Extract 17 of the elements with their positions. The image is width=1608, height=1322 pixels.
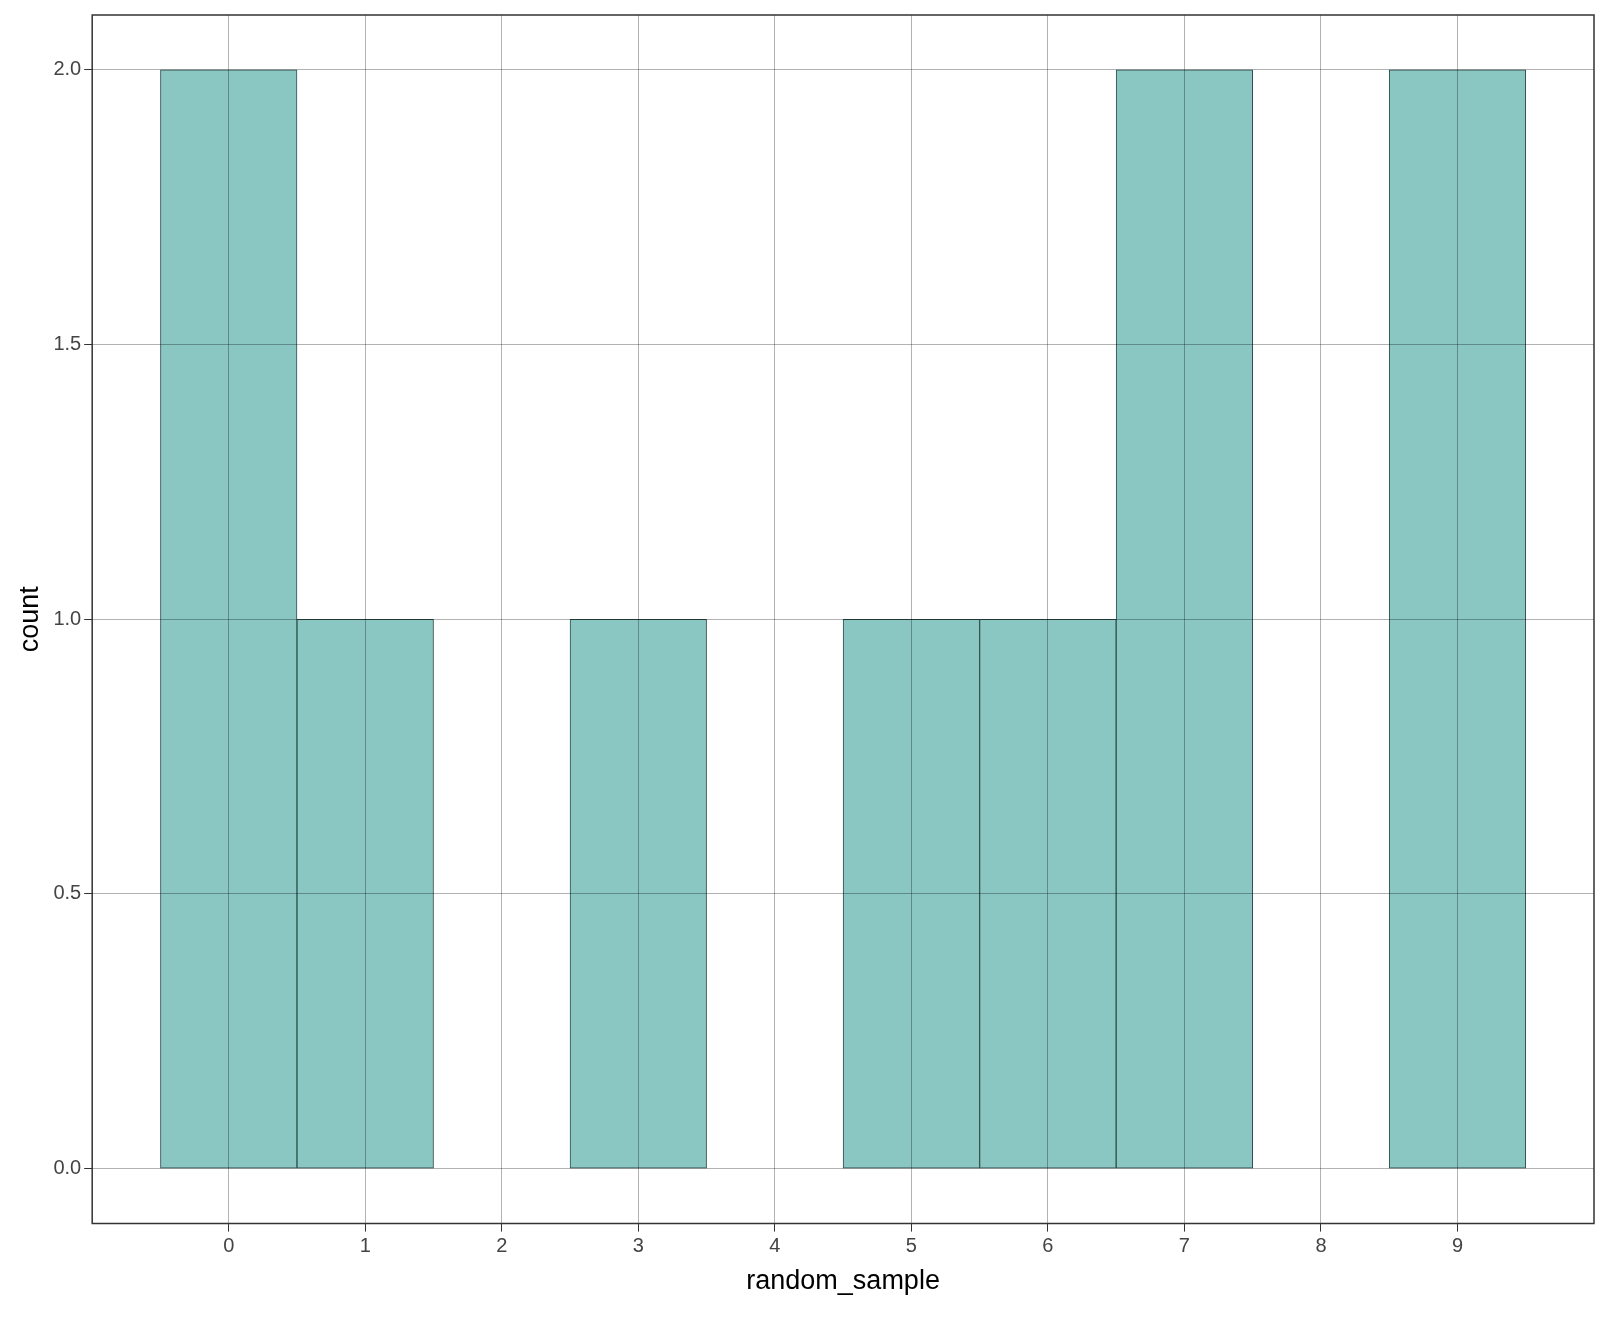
y-tick-label: 0.0 <box>53 1156 82 1179</box>
x-axis-title: random_sample <box>746 1265 940 1296</box>
y-tick-label: 0.5 <box>53 881 82 904</box>
x-tick-label: 2 <box>496 1234 508 1257</box>
y-tick-label: 2.0 <box>53 57 82 80</box>
x-tick-label: 8 <box>1315 1234 1327 1257</box>
x-tick-label: 0 <box>223 1234 235 1257</box>
x-tick-label: 3 <box>632 1234 644 1257</box>
x-tick-label: 7 <box>1178 1234 1190 1257</box>
y-tick-label: 1.0 <box>53 606 82 629</box>
x-tick-label: 1 <box>359 1234 371 1257</box>
y-tick-label: 1.5 <box>53 332 82 355</box>
x-tick-label: 9 <box>1451 1234 1464 1257</box>
x-tick-label: 5 <box>905 1234 917 1257</box>
y-axis-title: count <box>13 585 44 653</box>
x-tick-label: 4 <box>769 1234 781 1257</box>
x-tick-label: 6 <box>1042 1234 1054 1257</box>
